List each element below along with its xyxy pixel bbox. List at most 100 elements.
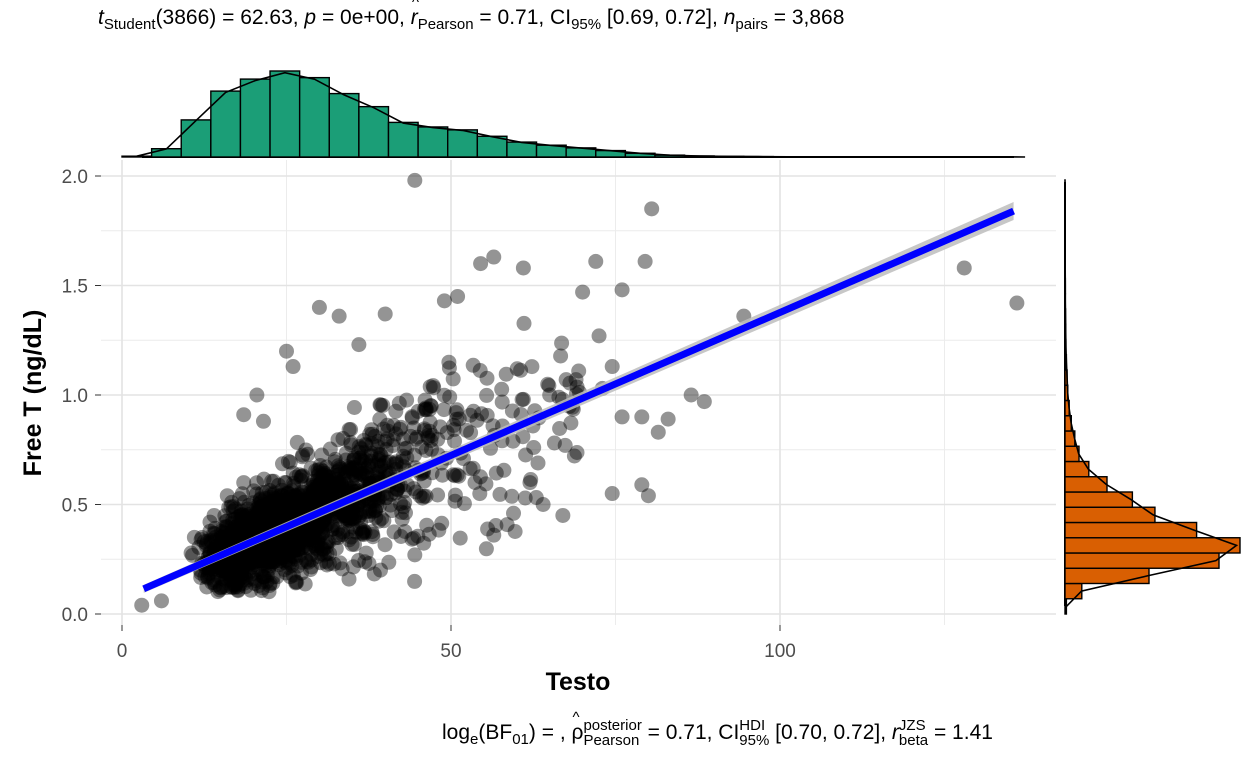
data-point [388, 485, 404, 501]
data-point [227, 579, 243, 594]
data-point [266, 498, 282, 514]
data-point [255, 580, 271, 596]
data-point [262, 578, 278, 593]
data-point [291, 524, 307, 540]
data-point [310, 490, 326, 506]
data-point [341, 510, 357, 526]
data-point [281, 503, 297, 519]
data-point [316, 541, 332, 557]
data-point [341, 460, 357, 476]
data-point [349, 462, 365, 478]
data-point [417, 423, 433, 438]
data-point [335, 527, 351, 543]
data-point [225, 503, 241, 519]
y-tick-label: 1.0 [62, 386, 88, 407]
log-text: log [442, 721, 471, 744]
data-point [342, 462, 358, 478]
data-point [230, 579, 246, 595]
data-point [406, 481, 422, 497]
data-point [264, 500, 280, 516]
data-point [261, 512, 277, 528]
data-point [263, 516, 278, 532]
data-point [332, 555, 348, 571]
data-point [280, 453, 296, 469]
data-point [346, 460, 362, 476]
rho-symbol: ρ [572, 710, 584, 743]
data-point [278, 552, 294, 568]
data-point [426, 380, 442, 396]
data-point [208, 532, 224, 548]
data-point [291, 487, 306, 503]
data-point [311, 518, 327, 534]
data-point [360, 459, 376, 475]
data-point [280, 531, 296, 547]
data-point [320, 473, 336, 489]
data-point [363, 494, 379, 510]
data-point [223, 557, 239, 572]
data-point [260, 540, 276, 556]
data-point [234, 511, 250, 527]
data-point [333, 474, 349, 490]
data-point [222, 528, 238, 544]
data-point [321, 474, 337, 490]
data-point [432, 419, 448, 435]
data-point [246, 555, 262, 571]
data-point [288, 551, 304, 567]
data-point [248, 505, 264, 521]
data-point [352, 466, 367, 482]
data-point [261, 537, 277, 553]
data-point [338, 464, 354, 480]
data-point [273, 541, 289, 556]
data-point [442, 389, 458, 405]
data-point [217, 534, 233, 550]
data-point [227, 565, 243, 580]
data-point [239, 526, 255, 542]
data-point [206, 574, 222, 590]
data-point [313, 469, 329, 485]
data-point [321, 474, 337, 490]
n-subscript: pairs [735, 16, 768, 33]
data-point [251, 499, 267, 515]
data-point [383, 486, 399, 502]
data-point [302, 490, 318, 506]
data-point [233, 511, 249, 527]
data-point [295, 488, 310, 504]
data-point [361, 504, 377, 519]
data-point [370, 493, 386, 508]
data-point [200, 533, 215, 549]
y-hist-bar [1064, 537, 1241, 554]
data-point [276, 534, 292, 550]
data-point [449, 411, 464, 427]
data-point [296, 529, 312, 545]
data-point [422, 401, 438, 417]
data-point [301, 496, 317, 512]
data-point [332, 460, 348, 476]
data-point [474, 406, 489, 422]
data-point [260, 503, 276, 519]
data-point [317, 465, 333, 481]
data-point [604, 359, 620, 375]
data-point [281, 530, 297, 546]
data-point [285, 465, 301, 481]
data-point [286, 479, 302, 494]
data-point [263, 512, 279, 528]
data-point [362, 426, 378, 442]
data-point [216, 519, 232, 535]
data-point [238, 570, 253, 586]
data-point [376, 513, 392, 529]
data-point [308, 463, 324, 479]
x-density-curve [136, 71, 1026, 158]
data-point [566, 448, 582, 464]
data-point [218, 522, 234, 538]
data-point [396, 431, 411, 447]
data-point [424, 427, 440, 443]
data-point [234, 507, 250, 523]
data-point [309, 473, 325, 489]
data-point [293, 533, 308, 549]
data-point [240, 516, 256, 531]
data-point [325, 484, 341, 500]
data-point [231, 559, 247, 575]
data-point [283, 544, 299, 560]
data-point [280, 503, 296, 519]
data-point [375, 397, 391, 413]
